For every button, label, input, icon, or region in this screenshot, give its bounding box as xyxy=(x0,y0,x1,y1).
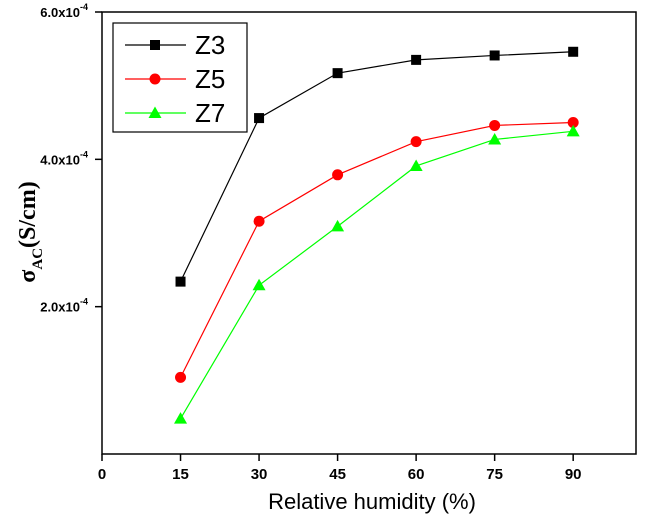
legend-items: Z3 Z5 Z7 xyxy=(125,30,225,128)
legend-label: Z5 xyxy=(195,64,225,94)
x-tick-label: 45 xyxy=(329,466,346,483)
data-point-Z3 xyxy=(175,276,186,287)
data-point-Z5 xyxy=(489,119,501,131)
data-point-Z7 xyxy=(252,278,266,291)
y-tick-label: 4.0x10-4 xyxy=(40,149,88,167)
y-axis-title: σAC(S/cm) xyxy=(15,181,46,282)
plot-frame xyxy=(101,11,637,455)
series-line-Z3 xyxy=(179,51,574,282)
x-axis-ticks: 0 15 30 45 60 75 90 xyxy=(98,454,582,483)
series-Z5 xyxy=(175,117,579,383)
y-axis-unit: (S/cm) xyxy=(15,181,41,248)
x-tick-label: 75 xyxy=(486,466,503,483)
legend: Z3 Z5 Z7 xyxy=(112,22,248,133)
y-tick-label: 2.0x10-4 xyxy=(40,297,88,315)
y-axis-ticks: 2.0x10-4 4.0x10-4 6.0x10-4 xyxy=(40,2,102,315)
data-point-Z7 xyxy=(174,412,188,424)
legend-marker-Z5 xyxy=(149,73,161,85)
series-line-Z5 xyxy=(179,121,574,378)
series-Z3 xyxy=(175,46,579,287)
data-point-Z7 xyxy=(331,219,345,232)
x-axis-title: Relative humidity (%) xyxy=(268,489,476,514)
data-point-Z5 xyxy=(175,371,187,383)
data-point-Z5 xyxy=(332,169,344,181)
x-tick-label: 60 xyxy=(408,466,425,483)
data-point-Z7 xyxy=(566,124,580,137)
legend-label: Z7 xyxy=(195,98,225,128)
legend-item-Z7: Z7 xyxy=(125,98,225,128)
legend-box xyxy=(112,22,248,133)
x-tick-label: 15 xyxy=(172,466,189,483)
x-tick-label: 0 xyxy=(98,466,106,483)
data-point-Z7 xyxy=(409,159,423,171)
data-point-Z3 xyxy=(411,54,422,65)
data-point-Z3 xyxy=(568,46,579,57)
data-point-Z3 xyxy=(254,113,265,124)
x-tick-label: 90 xyxy=(565,466,582,483)
data-point-Z5 xyxy=(410,136,422,148)
y-tick-label: 6.0x10-4 xyxy=(40,2,88,20)
series-line-Z7 xyxy=(180,130,574,419)
legend-label: Z3 xyxy=(195,30,225,60)
legend-marker-Z3 xyxy=(150,40,160,50)
data-point-Z5 xyxy=(253,215,265,227)
data-point-Z7 xyxy=(488,132,502,145)
series-Z7 xyxy=(174,124,580,424)
x-tick-label: 30 xyxy=(251,466,268,483)
y-axis-symbol: σ xyxy=(15,270,41,283)
legend-item-Z3: Z3 xyxy=(125,30,225,60)
y-axis-subscript: AC xyxy=(30,248,46,270)
data-point-Z5 xyxy=(567,117,579,128)
data-point-Z3 xyxy=(489,50,500,61)
data-point-Z3 xyxy=(332,68,343,79)
legend-marker-Z7 xyxy=(148,106,162,118)
series-layer xyxy=(174,46,580,424)
legend-item-Z5: Z5 xyxy=(125,64,225,94)
